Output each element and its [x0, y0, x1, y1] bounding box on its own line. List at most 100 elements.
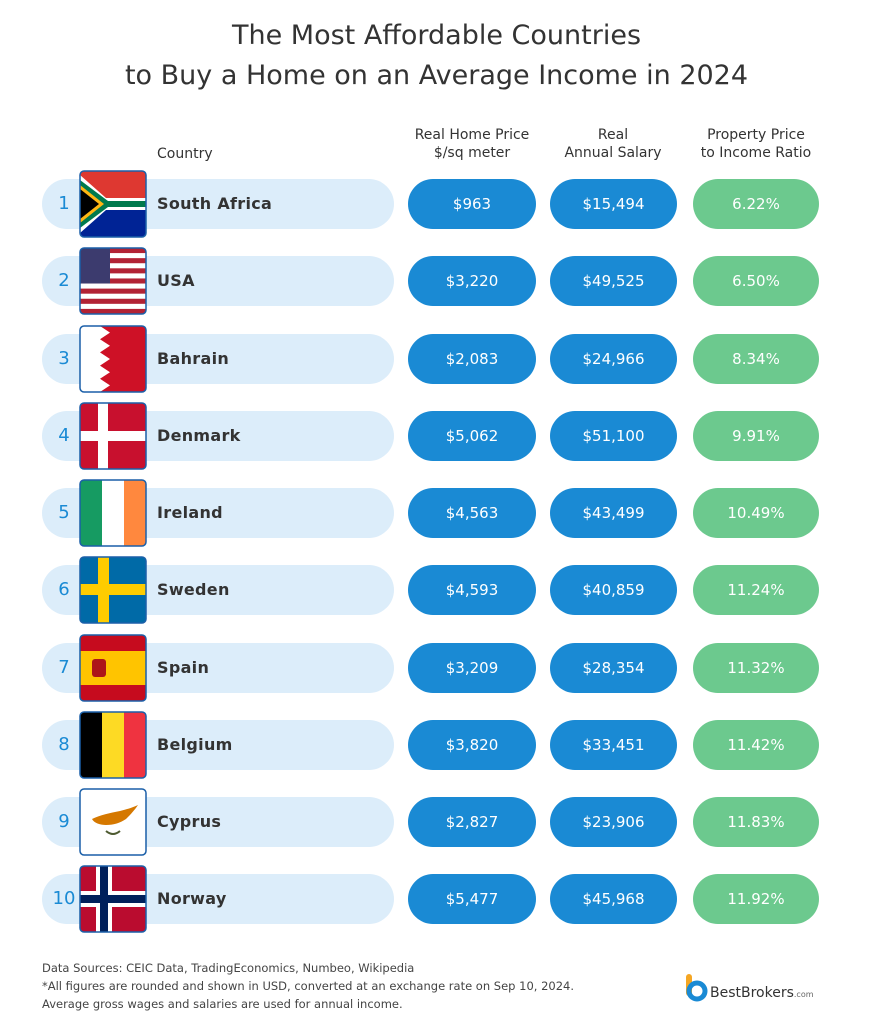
ratio-pill: 11.24% — [693, 565, 819, 616]
flag — [79, 711, 147, 779]
flag — [79, 247, 147, 315]
flag-shape — [80, 268, 146, 274]
flag — [79, 479, 147, 547]
country-name: Sweden — [157, 580, 230, 600]
flag — [79, 788, 147, 856]
ratio-pill: 8.34% — [693, 333, 819, 384]
footer-note: Average gross wages and salaries are use… — [42, 997, 403, 1011]
flag-shape — [80, 711, 146, 778]
rank: 3 — [58, 347, 70, 369]
flag-shape — [80, 180, 146, 228]
flag-shape — [80, 402, 146, 469]
flag-shape — [124, 711, 146, 778]
logo: BestBrokers.com — [710, 985, 814, 1001]
flag-shape — [80, 557, 146, 624]
flag — [79, 324, 147, 393]
header-ratio: Property Price to Income Ratio — [681, 126, 831, 162]
footer-note: Data Sources: CEIC Data, TradingEconomic… — [42, 961, 415, 975]
flag-shape — [105, 830, 121, 835]
flag-shape — [79, 247, 147, 315]
country-name: Spain — [157, 657, 210, 677]
header-line: Real Home Price — [414, 127, 530, 143]
flag-shape — [79, 633, 147, 702]
flag-shape — [92, 658, 106, 677]
flag-shape — [80, 480, 102, 546]
header-line: Property Price — [707, 127, 805, 143]
salary-pill: $43,499 — [550, 488, 677, 538]
rank: 8 — [58, 733, 70, 755]
header-country: Country — [157, 146, 213, 162]
flag-shape — [80, 866, 146, 933]
flag — [79, 865, 147, 933]
flag-shape — [79, 556, 147, 624]
rank: 4 — [58, 424, 70, 446]
flag-shape — [80, 299, 146, 305]
header-price: Real Home Price $/sq meter — [397, 126, 547, 162]
flag-shape — [79, 170, 147, 238]
country-name: Norway — [157, 889, 227, 909]
country-name: Belgium — [157, 734, 233, 754]
footer-note: *All figures are rounded and shown in US… — [42, 979, 574, 993]
rank: 2 — [58, 270, 70, 292]
flag-shape — [79, 788, 147, 856]
flag-shape — [80, 650, 146, 685]
salary-pill: $28,354 — [550, 642, 677, 693]
flag — [79, 170, 147, 238]
flag-shape — [102, 480, 124, 546]
price-pill: $3,209 — [408, 642, 536, 693]
salary-pill: $45,968 — [550, 874, 677, 925]
price-pill: $4,563 — [408, 488, 536, 538]
flag-shape — [80, 248, 146, 315]
rank: 5 — [58, 502, 70, 523]
salary-pill: $15,494 — [550, 179, 677, 229]
header-line: $/sq meter — [433, 145, 511, 161]
ratio-pill: 11.92% — [693, 874, 819, 925]
flag-shape — [80, 789, 146, 855]
salary-pill: $33,451 — [550, 719, 677, 770]
flag-shape — [80, 171, 146, 237]
flag-shape — [80, 711, 102, 778]
country-name: Cyprus — [157, 812, 222, 831]
ratio-pill: 10.49% — [693, 488, 819, 538]
flag-shape — [80, 584, 146, 596]
flag-shape — [80, 895, 146, 904]
flag-shape — [80, 430, 146, 441]
salary-pill: $40,859 — [550, 565, 677, 616]
logo-name: BestBrokers — [710, 985, 794, 1001]
ratio-pill: 11.83% — [693, 797, 819, 847]
price-pill: $4,593 — [408, 565, 536, 616]
price-pill: $2,083 — [408, 333, 536, 384]
rank: 7 — [58, 656, 70, 678]
flag-shape — [80, 480, 146, 546]
country-name: Denmark — [157, 425, 241, 445]
flag-shape — [80, 248, 110, 284]
flag-shape — [80, 325, 110, 392]
flag-shape — [102, 711, 124, 778]
country-name: South Africa — [157, 194, 273, 213]
header-line: Annual Salary — [564, 145, 662, 161]
logo-icon — [686, 974, 708, 1002]
flag-shape — [80, 258, 146, 264]
flag-shape — [79, 479, 147, 547]
flag-shape — [124, 480, 146, 546]
logo-suffix: .com — [793, 990, 814, 999]
header-line: to Income Ratio — [700, 145, 812, 161]
flag-shape — [80, 634, 146, 701]
flag-shape — [79, 324, 147, 393]
flag-shape — [92, 805, 138, 825]
rank: 6 — [58, 579, 70, 601]
price-pill: $963 — [408, 179, 536, 229]
salary-pill: $49,525 — [550, 256, 677, 307]
ratio-pill: 11.32% — [693, 642, 819, 693]
flag — [79, 402, 147, 470]
ratio-pill: 6.22% — [693, 179, 819, 229]
salary-pill: $24,966 — [550, 333, 677, 384]
rank: 9 — [58, 811, 70, 832]
rank: 1 — [58, 193, 70, 214]
flag-shape — [80, 248, 146, 254]
ratio-pill: 6.50% — [693, 256, 819, 307]
flag — [79, 556, 147, 624]
flag-shape — [79, 402, 147, 470]
flag-shape — [80, 189, 99, 219]
